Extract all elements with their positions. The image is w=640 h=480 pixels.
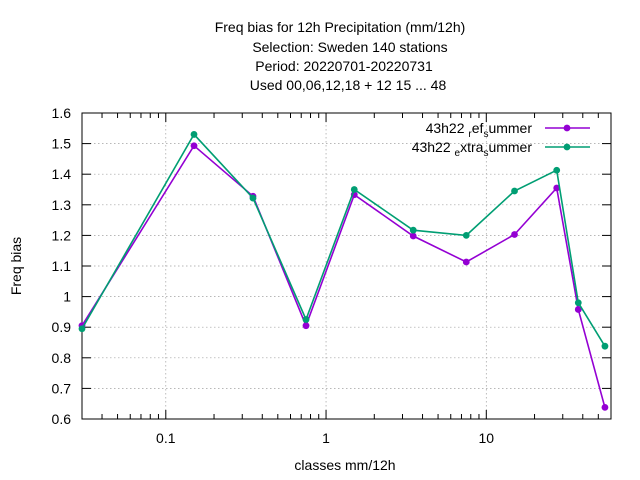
title-line-3: Period: 20220701-20220731 xyxy=(255,58,433,74)
chart-title: Freq bias for 12h Precipitation (mm/12h)… xyxy=(215,19,466,93)
data-point xyxy=(511,231,518,238)
data-point xyxy=(409,232,417,240)
legend-label-part: ummer xyxy=(488,120,532,136)
legend-marker xyxy=(563,143,571,151)
legend-label-part: ummer xyxy=(488,139,532,155)
title-line-2: Selection: Sweden 140 stations xyxy=(252,39,447,55)
legend-label: 43h22 extrasummer xyxy=(412,139,533,159)
data-point xyxy=(574,299,582,307)
data-point xyxy=(601,403,609,411)
y-tick-label: 1.3 xyxy=(52,197,72,213)
data-point xyxy=(553,184,561,192)
y-axis-label: Freq bias xyxy=(8,237,24,295)
legend-item-1: 43h22 refsummer xyxy=(426,120,590,140)
x-axis-label: classes mm/12h xyxy=(294,457,395,473)
series-line xyxy=(81,133,606,347)
legend-item-2: 43h22 extrasummer xyxy=(412,139,590,159)
y-tick-label: 0.7 xyxy=(52,380,72,396)
legend-label-part: ef xyxy=(472,120,484,136)
series-2 xyxy=(78,131,609,350)
data-point xyxy=(462,232,470,239)
legend-label: 43h22 refsummer xyxy=(426,120,533,140)
data-point xyxy=(409,226,417,234)
y-tick-label: 1.5 xyxy=(52,136,72,152)
x-tick-label: 1 xyxy=(322,430,330,446)
x-tick-label: 10 xyxy=(479,430,495,446)
legend-label-subscript: s xyxy=(483,148,488,159)
y-tick-label: 1 xyxy=(63,289,71,305)
title-line-4: Used 00,06,12,18 + 12 15 ... 48 xyxy=(250,77,447,93)
y-tick-label: 1.1 xyxy=(52,258,72,274)
legend-label-part: xtra xyxy=(460,139,484,155)
data-point xyxy=(601,342,609,350)
data-point xyxy=(190,142,198,150)
y-tick-label: 1.4 xyxy=(52,166,72,182)
data-point xyxy=(350,186,358,193)
data-point xyxy=(190,131,198,138)
grid xyxy=(82,113,611,419)
data-point xyxy=(462,258,470,266)
data-point xyxy=(78,325,86,333)
legend-label-subscript: r xyxy=(468,129,472,140)
data-point xyxy=(553,166,561,174)
legend-label-subscript: e xyxy=(455,148,461,159)
legend-marker xyxy=(563,124,571,132)
y-axis-ticks: 0.6 0.7 0.8 0.9 1 1.1 1.2 1.3 1.4 1.5 1.6 xyxy=(52,105,611,427)
data-point xyxy=(249,194,257,202)
y-tick-label: 1.6 xyxy=(52,105,72,121)
data-point xyxy=(302,316,310,323)
series xyxy=(78,131,609,411)
data-point xyxy=(511,187,518,195)
plot-frame xyxy=(81,112,612,420)
legend-label-subscript: s xyxy=(483,129,488,140)
x-tick-label: 0.1 xyxy=(156,430,176,446)
data-point xyxy=(574,306,582,313)
y-tick-label: 1.2 xyxy=(52,227,72,243)
y-tick-label: 0.6 xyxy=(52,411,72,427)
y-tick-label: 0.9 xyxy=(52,319,72,335)
series-1 xyxy=(78,142,609,411)
data-point xyxy=(302,322,310,330)
title-line-1: Freq bias for 12h Precipitation (mm/12h) xyxy=(215,19,466,35)
legend-label-main: 43h22 xyxy=(426,120,469,136)
x-axis-ticks: 0.1 1 10 xyxy=(81,113,612,446)
y-tick-label: 0.8 xyxy=(52,350,72,366)
legend-label-main: 43h22 xyxy=(412,139,455,155)
